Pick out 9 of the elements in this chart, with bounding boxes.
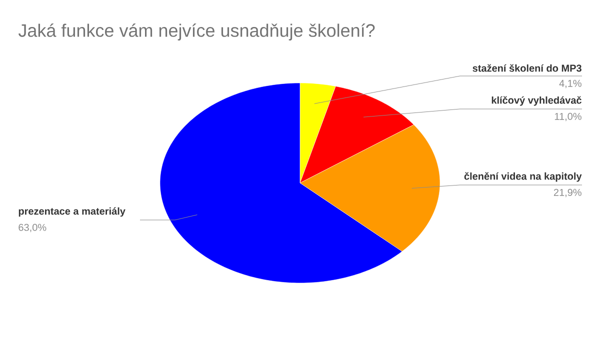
data-label: 11,0% — [554, 112, 582, 122]
data-label: 63,0% — [18, 224, 46, 232]
slice-label: stažení školení do MP3 — [472, 64, 582, 72]
slice-label: prezentace a materiály — [18, 207, 126, 217]
slice-label: členění videa na kapitoly — [464, 172, 582, 182]
data-label: 21,9% — [554, 188, 582, 198]
chart-title: Jaká funkce vám nejvíce usnadňuje školení? — [18, 23, 375, 40]
slice-label: klíčový vyhledávač — [492, 96, 582, 106]
data-label: 4,1% — [559, 80, 582, 88]
